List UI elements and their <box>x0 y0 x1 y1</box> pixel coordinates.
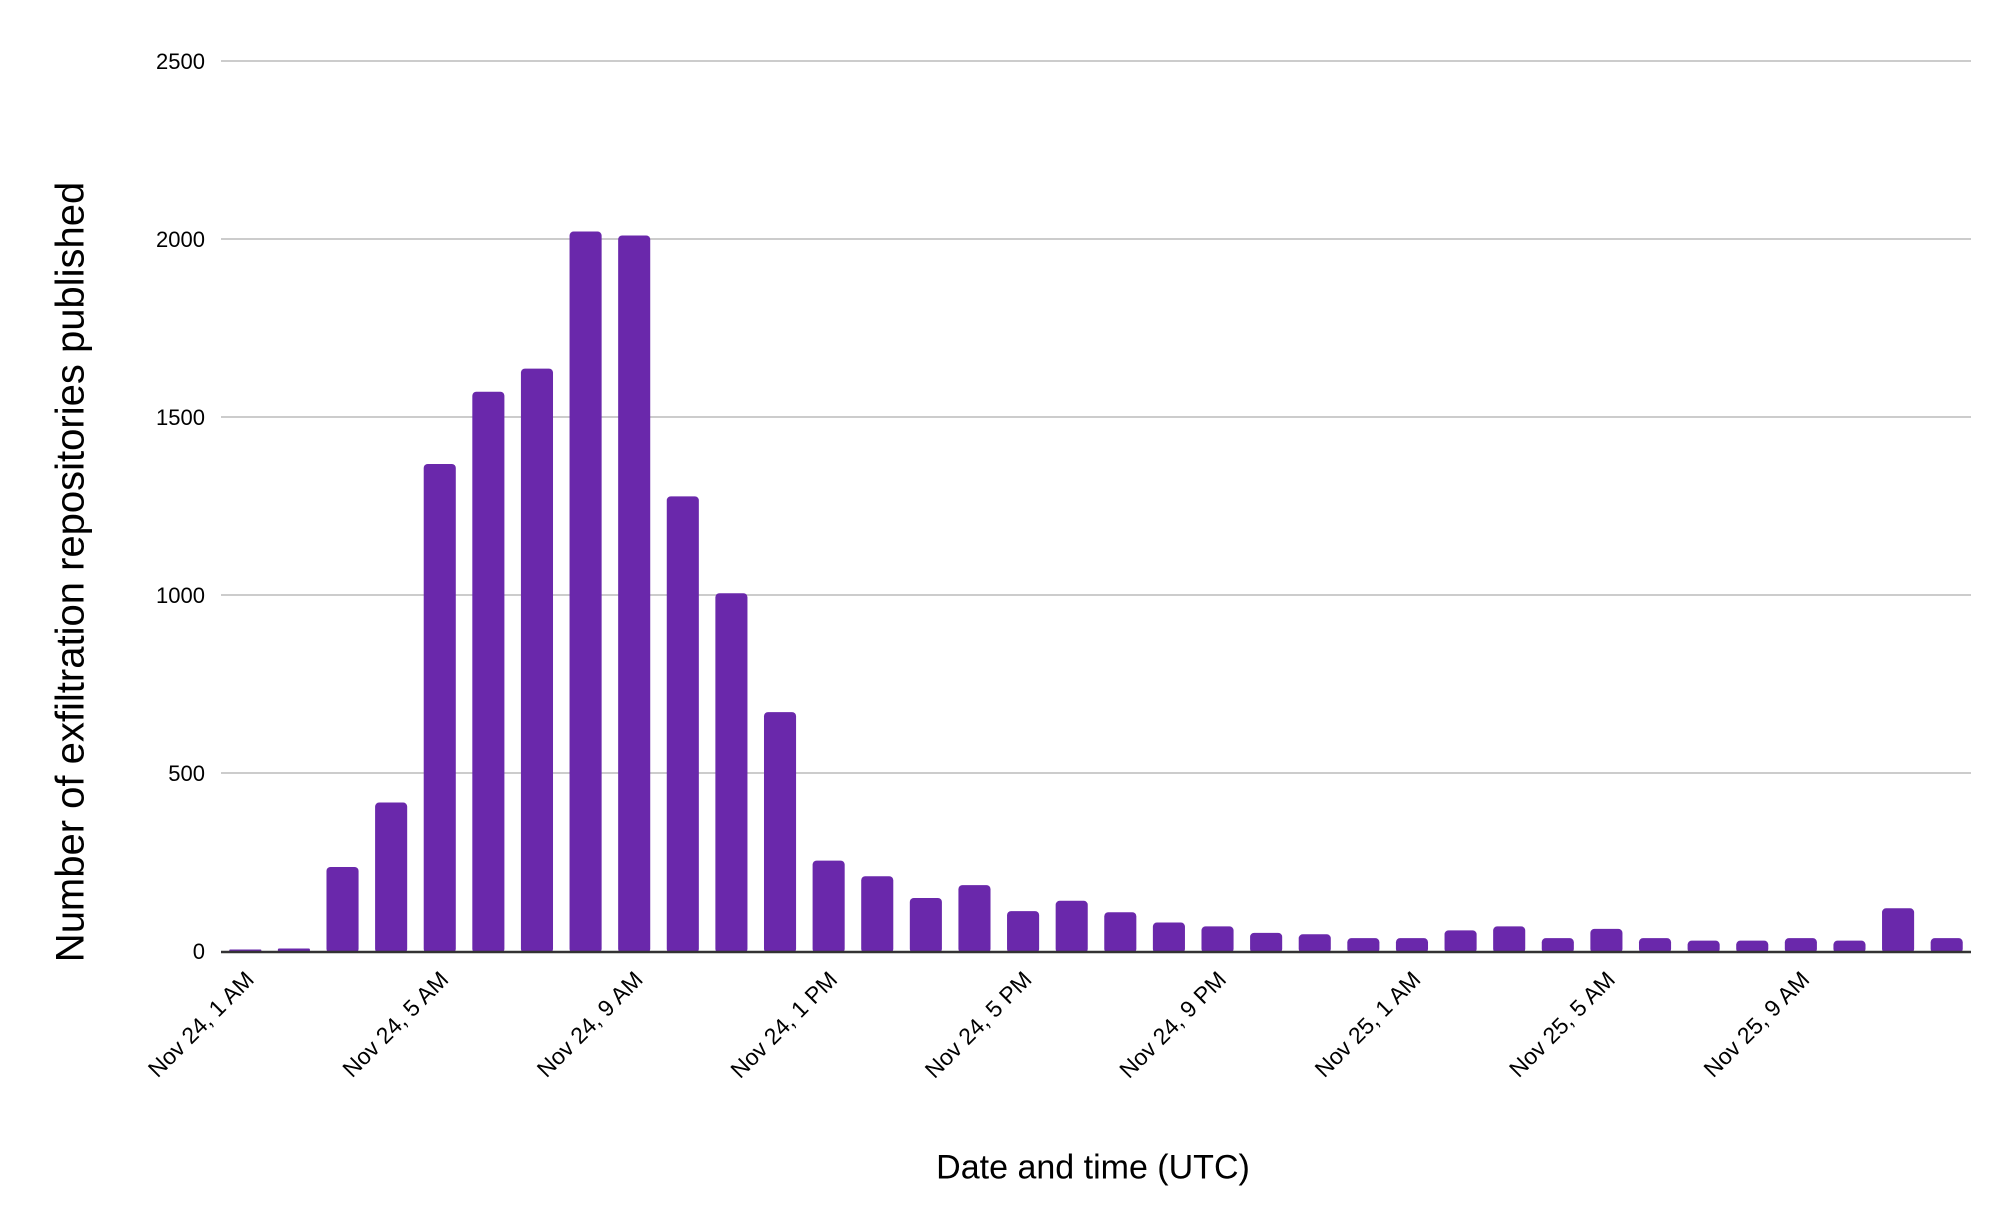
bar: Nov 24, 9 PM: 69 <box>1201 926 1234 953</box>
bar: Nov 24, 5 AM: 1368 <box>423 463 456 953</box>
bar: Nov 24, 8 PM: 80 <box>1152 922 1185 953</box>
y-tick-label: 500 <box>168 761 205 786</box>
bar: Nov 24, 11 PM: 47 <box>1298 934 1331 953</box>
y-tick-label: 1000 <box>156 583 205 608</box>
bar: Nov 24, 10 AM: 1277 <box>666 496 699 953</box>
bar: Nov 24, 6 AM: 1571 <box>472 391 505 953</box>
x-tick-label: Nov 25, 1 AM <box>1309 966 1425 1082</box>
x-tick-label: Nov 24, 9 AM <box>532 966 648 1082</box>
y-axis-ticks: 0 500 1000 1500 2000 2500 <box>156 49 205 964</box>
bar: Nov 25, 1 AM: 36 <box>1395 938 1429 953</box>
y-tick-label: 0 <box>193 939 205 964</box>
bar: Nov 25, 7 AM: 29 <box>1687 940 1720 953</box>
bar: Nov 24, 4 AM: 417 <box>375 802 408 953</box>
bar: Nov 24, 7 AM: 1636 <box>520 368 554 954</box>
gridlines <box>221 60 1971 774</box>
y-axis-title: Number of exfiltration repositories publ… <box>48 181 93 963</box>
x-tick-label: Nov 24, 5 PM <box>920 966 1037 1083</box>
bar: Nov 25, 5 AM: 62 <box>1590 928 1623 953</box>
bar: Nov 24, 8 AM: 2021 <box>569 231 602 954</box>
x-tick-label: Nov 24, 1 PM <box>725 966 842 1083</box>
bar: Nov 24, 10 PM: 51 <box>1250 932 1283 953</box>
bar: Nov 24, 9 AM: 2010 <box>618 235 651 953</box>
x-axis-ticks: Nov 24, 1 AM Nov 24, 5 AM Nov 24, 9 AM Nov … <box>143 966 1815 1083</box>
bar: Nov 24, 7 PM: 109 <box>1104 912 1137 953</box>
bar: Nov 25, 6 AM: 36 <box>1638 938 1672 953</box>
bar: Nov 25, 9 AM: 36 <box>1784 938 1817 953</box>
bar: Nov 24, 1 PM: 254 <box>812 860 845 953</box>
y-tick-label: 1500 <box>156 405 205 430</box>
y-tick-label: 2000 <box>156 227 205 252</box>
x-tick-label: Nov 25, 5 AM <box>1504 966 1620 1082</box>
bar: Nov 24, 4 PM: 185 <box>958 885 991 953</box>
bar: Nov 25, 12 PM: 36 <box>1930 938 1963 953</box>
y-tick-label: 2500 <box>156 49 205 74</box>
bar: Nov 25, 3 AM: 69 <box>1493 926 1526 953</box>
x-axis-title: Date and time (UTC) <box>936 1148 1250 1187</box>
bar: Nov 25, 8 AM: 29 <box>1736 940 1769 953</box>
bars: Nov 24, 1 AM: 2Nov 24, 2 AM: 7Nov 24, 3 … <box>229 231 1963 954</box>
bar: Nov 25, 2 AM: 58 <box>1444 930 1477 953</box>
x-tick-label: Nov 24, 1 AM <box>143 966 259 1082</box>
bar: Nov 24, 5 PM: 112 <box>1007 911 1040 953</box>
bar: Nov 24, 12 PM: 671 <box>763 712 797 953</box>
bar: Nov 24, 2 PM: 210 <box>861 876 894 953</box>
x-tick-label: Nov 24, 9 PM <box>1114 966 1231 1083</box>
bar: Nov 24, 3 AM: 236 <box>326 866 359 953</box>
bar: Nov 25, 10 AM: 29 <box>1833 940 1866 953</box>
bar: Nov 24, 11 AM: 1005 <box>715 593 748 953</box>
bar: Nov 25, 11 AM: 120 <box>1882 908 1915 953</box>
bar: Nov 25, 12 AM: 36 <box>1347 938 1380 953</box>
x-tick-label: Nov 24, 5 AM <box>337 966 453 1082</box>
bar: Nov 25, 4 AM: 36 <box>1541 938 1574 953</box>
bar: Nov 24, 3 PM: 149 <box>909 897 942 953</box>
x-tick-label: Nov 25, 9 AM <box>1698 966 1814 1082</box>
bar: Nov 24, 6 PM: 141 <box>1055 900 1088 953</box>
